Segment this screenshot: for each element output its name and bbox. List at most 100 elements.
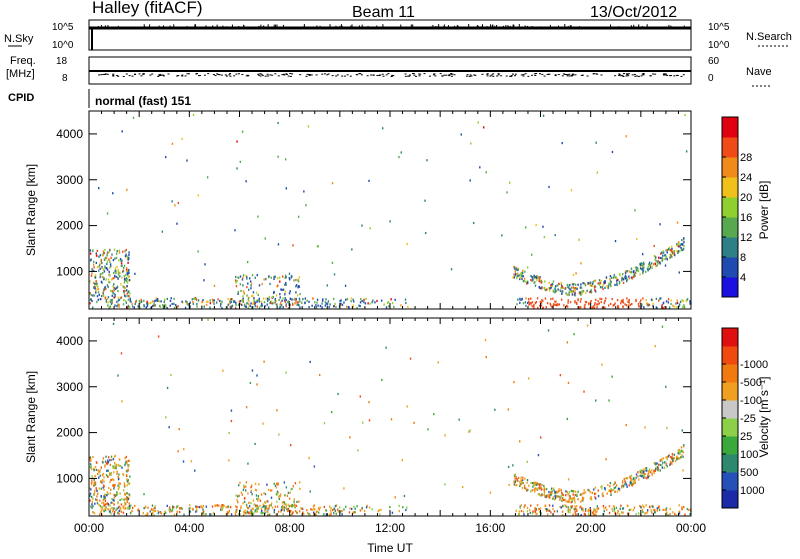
echo-cell xyxy=(530,490,532,493)
echo-cell xyxy=(630,474,633,477)
echo-cell xyxy=(617,487,620,491)
nave-dot xyxy=(228,74,231,76)
echo-cell xyxy=(113,276,115,280)
echo-cell xyxy=(683,241,685,244)
echo-cell xyxy=(143,493,145,496)
echo-cell xyxy=(322,298,324,301)
echo-cell xyxy=(117,506,120,509)
echo-cell xyxy=(317,511,320,514)
echo-cell xyxy=(103,495,105,498)
echo-cell xyxy=(201,506,204,509)
echo-cell xyxy=(268,298,270,301)
echo-cell xyxy=(681,429,684,432)
echo-cell xyxy=(526,478,529,482)
echo-cell xyxy=(596,507,598,511)
echo-cell xyxy=(604,506,607,509)
echo-cell xyxy=(572,493,574,496)
echo-cell xyxy=(518,510,521,513)
echo-cell xyxy=(174,204,176,207)
echo-cell xyxy=(611,375,613,378)
echo-cell xyxy=(574,301,576,304)
echo-cell xyxy=(526,301,529,305)
echo-cell xyxy=(632,509,635,512)
nave-dot xyxy=(382,75,385,77)
echo-cell xyxy=(469,179,471,182)
echo-cell xyxy=(651,505,654,508)
echo-cell xyxy=(175,304,177,307)
echo-cell xyxy=(228,509,231,512)
echo-cell xyxy=(514,266,516,269)
echo-cell xyxy=(534,508,536,511)
echo-cell xyxy=(212,301,214,304)
echo-cell xyxy=(294,482,297,485)
echo-cell xyxy=(377,510,380,513)
echo-cell xyxy=(520,272,522,275)
echo-cell xyxy=(567,492,569,496)
echo-cell xyxy=(589,506,591,510)
echo-cell xyxy=(632,275,634,279)
echo-cell xyxy=(555,304,558,307)
echo-cell xyxy=(576,287,578,291)
echo-cell xyxy=(548,496,550,499)
echo-cell xyxy=(409,357,412,360)
echo-cell xyxy=(642,297,644,300)
echo-cell xyxy=(146,300,148,303)
nave-dot xyxy=(571,74,574,76)
echo-cell xyxy=(566,304,568,307)
echo-cell xyxy=(644,472,646,476)
nave-dot xyxy=(372,74,375,76)
nave-dot xyxy=(104,73,107,75)
echo-cell xyxy=(173,302,175,305)
echo-cell xyxy=(677,250,680,253)
echo-cell xyxy=(559,498,561,501)
nave-dot xyxy=(106,73,109,75)
echo-cell xyxy=(118,298,120,302)
echo-cell xyxy=(398,510,400,513)
echo-cell xyxy=(238,484,240,487)
nave-dot xyxy=(283,73,286,75)
echo-cell xyxy=(681,454,683,457)
echo-cell xyxy=(188,507,190,510)
echo-cell xyxy=(317,507,320,510)
echo-cell xyxy=(101,261,103,265)
echo-cell xyxy=(580,513,582,517)
nave-dot xyxy=(308,74,311,76)
echo-cell xyxy=(127,481,129,484)
echo-cell xyxy=(522,280,525,283)
echo-cell xyxy=(552,497,554,500)
echo-cell xyxy=(166,297,168,301)
echo-cell xyxy=(550,511,552,514)
echo-cell xyxy=(361,299,363,303)
echo-cell xyxy=(525,487,527,490)
nave-dot xyxy=(404,75,407,77)
nave-dot xyxy=(128,75,131,77)
echo-cell xyxy=(236,498,238,502)
echo-cell xyxy=(122,285,124,288)
echo-cell xyxy=(108,251,110,254)
nave-dot xyxy=(285,73,288,75)
echo-cell xyxy=(99,254,102,257)
echo-cell xyxy=(571,282,573,286)
echo-cell xyxy=(231,304,234,307)
colorbar-tick-label: 4 xyxy=(740,272,746,284)
echo-cell xyxy=(110,256,112,259)
echo-cell xyxy=(291,505,293,508)
echo-cell xyxy=(105,462,108,465)
nave-dot xyxy=(102,73,105,75)
echo-cell xyxy=(97,285,99,288)
nave-dot xyxy=(474,74,477,76)
echo-cell xyxy=(127,464,130,467)
nave-dot xyxy=(277,75,280,77)
nave-dot xyxy=(160,74,163,76)
echo-cell xyxy=(561,290,564,293)
echo-cell xyxy=(119,464,121,467)
echo-cell xyxy=(543,236,546,239)
echo-cell xyxy=(308,456,310,460)
echo-cell xyxy=(109,260,111,263)
nave-dot xyxy=(266,75,269,77)
echo-cell xyxy=(197,505,199,509)
echo-cell xyxy=(531,512,534,515)
echo-cell xyxy=(98,503,100,506)
echo-cell xyxy=(290,444,292,447)
echo-cell xyxy=(671,250,673,253)
